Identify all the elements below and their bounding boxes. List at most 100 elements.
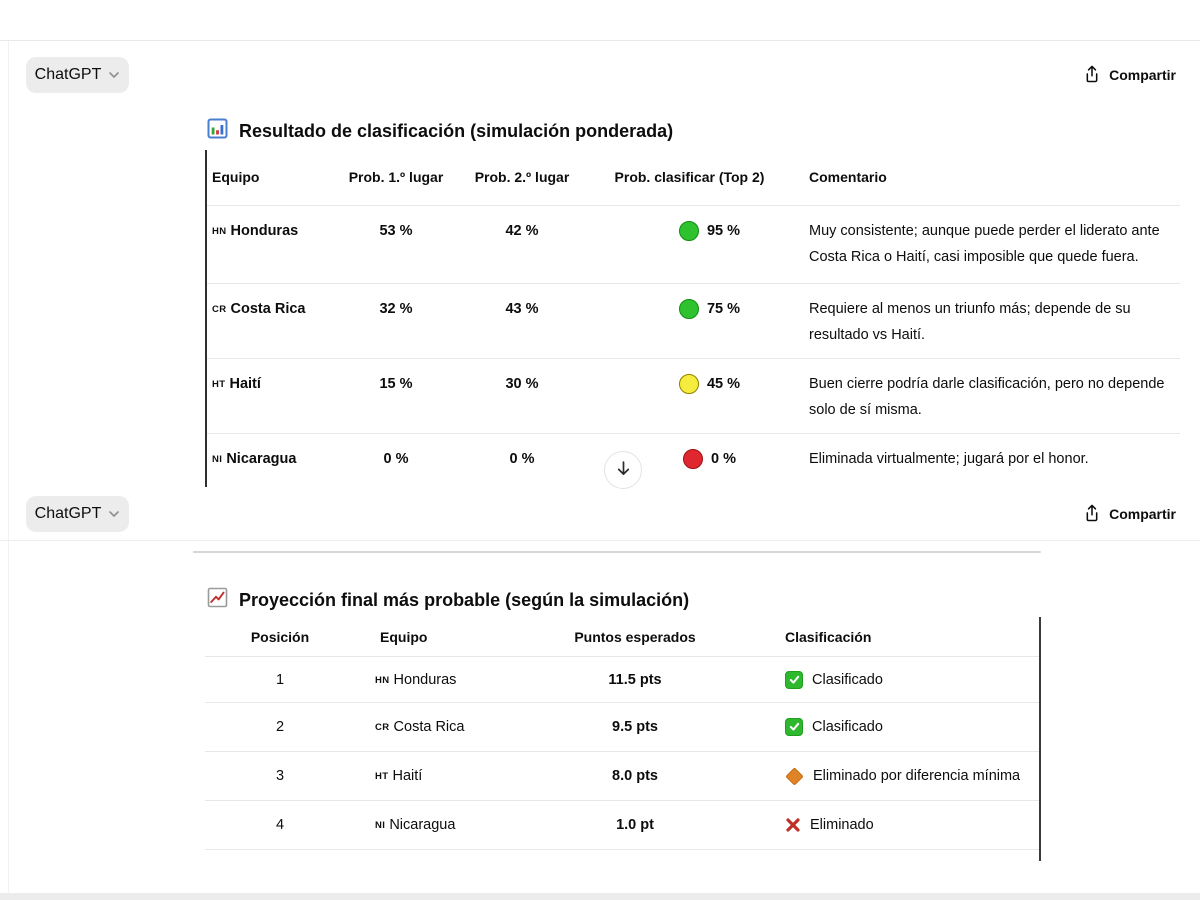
qualification-probability-table: Equipo Prob. 1.º lugar Prob. 2.º lugar P… <box>205 150 1180 487</box>
yellow-status-dot <box>678 374 699 394</box>
top2-value: 75 % <box>706 301 741 317</box>
chevron-down-icon <box>108 66 120 84</box>
column-header-posicion: Posición <box>250 628 310 645</box>
chevron-down-icon <box>108 505 120 523</box>
message-divider <box>0 540 1200 541</box>
table-bottom-separator <box>205 849 1039 861</box>
country-code: HN <box>375 674 390 686</box>
table-row: HT Haití 15 % 30 % 45 % Buen cierre podrí… <box>207 358 1180 433</box>
green-status-dot <box>678 299 699 319</box>
comment-cell: Buen cierre podría darle clasificación, … <box>809 376 1165 418</box>
prob1-cell: 53 % <box>379 223 413 239</box>
status-cell: Eliminado por diferencia mínima <box>710 766 1039 786</box>
team-cell: HN Honduras <box>375 671 457 688</box>
country-code: CR <box>375 722 390 733</box>
team-cell: HT Haití <box>375 768 423 784</box>
column-header-equipo: Equipo <box>380 628 428 645</box>
table-row: HN Honduras 53 % 42 % 95 % Muy consistent… <box>207 205 1180 283</box>
position-cell: 3 <box>275 768 285 784</box>
table-header-row: Equipo Prob. 1.º lugar Prob. 2.º lugar P… <box>207 150 1180 205</box>
green-status-dot <box>678 221 699 241</box>
share-label: Compartir <box>1109 506 1176 522</box>
section-title-text: Resultado de clasificación (simulación p… <box>239 120 674 141</box>
column-header-puntos: Puntos esperados <box>574 628 696 645</box>
prob2-cell: 0 % <box>509 451 535 467</box>
team-cell: CR Costa Rica <box>212 301 306 317</box>
section-title-results: Resultado de clasificación (simulación p… <box>207 118 674 144</box>
column-header-top2: Prob. clasificar (Top 2) <box>614 169 765 185</box>
table-row: 4 NI Nicaragua 1.0 pt Eliminado <box>205 800 1039 849</box>
bottom-bar <box>0 893 1200 900</box>
status-text: Eliminado <box>810 817 874 833</box>
model-selector-button[interactable]: ChatGPT <box>26 57 129 93</box>
table-row: NI Nicaragua 0 % 0 % 0 % Eliminada virtua… <box>207 433 1180 487</box>
points-cell: 8.0 pts <box>612 768 658 784</box>
status-cell: Eliminado <box>710 817 1039 833</box>
orange-diamond-icon <box>785 766 804 786</box>
table-row: 3 HT Haití 8.0 pts Eliminado por diferenc… <box>205 751 1039 800</box>
team-cell: NI Nicaragua <box>375 817 456 833</box>
share-icon <box>1083 64 1101 86</box>
position-cell: 2 <box>275 719 285 735</box>
red-cross-icon <box>785 817 801 833</box>
top-bar <box>0 0 1200 41</box>
team-cell: NI Nicaragua <box>212 451 297 467</box>
column-header-prob1: Prob. 1.º lugar <box>348 169 444 185</box>
column-header-clasificacion: Clasificación <box>785 628 872 645</box>
arrow-down-icon <box>615 460 632 480</box>
status-text: Eliminado por diferencia mínima <box>813 768 1021 784</box>
country-code: HT <box>212 379 226 390</box>
status-text: Clasificado <box>812 719 883 735</box>
prob1-cell: 15 % <box>379 376 413 392</box>
red-status-dot <box>683 449 703 469</box>
column-header-equipo: Equipo <box>212 169 260 185</box>
prob2-cell: 42 % <box>505 223 539 239</box>
position-cell: 4 <box>275 817 285 833</box>
horizontal-rule <box>193 551 1041 553</box>
prob1-cell: 32 % <box>379 301 413 317</box>
table-row: 2 CR Costa Rica 9.5 pts Clasificado <box>205 702 1039 751</box>
final-projection-table: Posición Equipo Puntos esperados Clasifi… <box>205 617 1041 861</box>
country-code: HN <box>212 226 227 237</box>
model-selector-button[interactable]: ChatGPT <box>26 496 129 532</box>
section-title-text: Proyección final más probable (según la … <box>239 589 690 610</box>
points-cell: 1.0 pt <box>616 817 654 833</box>
prob2-cell: 43 % <box>505 301 539 317</box>
points-cell: 11.5 pts <box>608 671 662 688</box>
panel-left-edge <box>8 41 9 893</box>
chart-increasing-icon <box>207 587 228 613</box>
share-button[interactable]: Compartir <box>1083 62 1176 88</box>
share-button[interactable]: Compartir <box>1083 501 1176 527</box>
country-code: HT <box>375 771 389 782</box>
country-code: NI <box>212 454 223 465</box>
team-cell: HN Honduras <box>212 223 299 239</box>
scroll-to-bottom-button[interactable] <box>604 451 642 489</box>
top2-value: 95 % <box>706 223 741 239</box>
team-cell: CR Costa Rica <box>375 719 465 735</box>
check-icon <box>785 670 803 689</box>
top2-value: 45 % <box>706 376 741 392</box>
status-cell: Clasificado <box>710 670 1039 689</box>
prob2-cell: 30 % <box>505 376 539 392</box>
bar-chart-icon <box>207 118 228 144</box>
section-title-projection: Proyección final más probable (según la … <box>207 587 690 613</box>
share-label: Compartir <box>1109 67 1176 83</box>
model-selector-label: ChatGPT <box>34 66 102 83</box>
country-code: NI <box>375 820 386 831</box>
comment-cell: Eliminada virtualmente; jugará por el ho… <box>809 451 1089 467</box>
table-row: CR Costa Rica 32 % 43 % 75 % Requiere al … <box>207 283 1180 358</box>
position-cell: 1 <box>275 671 285 688</box>
top2-value: 0 % <box>711 451 736 467</box>
table-header-row: Posición Equipo Puntos esperados Clasifi… <box>205 617 1039 656</box>
check-icon <box>785 718 803 736</box>
status-cell: Clasificado <box>710 718 1039 736</box>
share-icon <box>1083 503 1101 525</box>
model-selector-label: ChatGPT <box>34 505 102 522</box>
team-cell: HT Haití <box>212 376 261 392</box>
prob1-cell: 0 % <box>383 451 409 467</box>
column-header-comment: Comentario <box>809 169 887 185</box>
comment-cell: Muy consistente; aunque puede perder el … <box>809 223 1160 265</box>
country-code: CR <box>212 304 227 315</box>
column-header-prob2: Prob. 2.º lugar <box>474 169 570 185</box>
status-text: Clasificado <box>812 671 883 688</box>
